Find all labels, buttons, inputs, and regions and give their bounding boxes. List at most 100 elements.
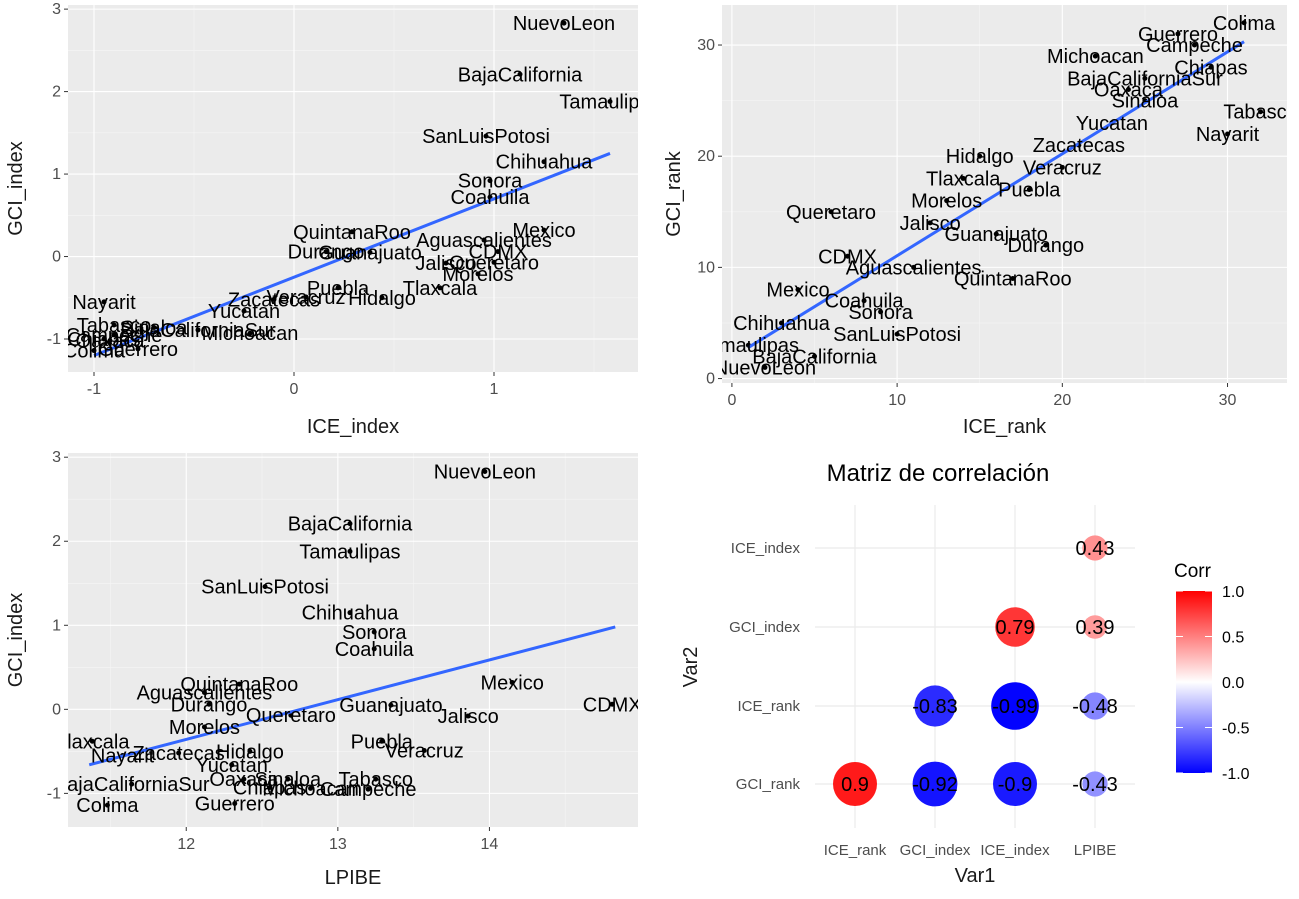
y-tick-label: 1 [52,617,61,634]
point-label: CDMX [583,694,642,716]
x-tick-label: 13 [329,836,347,853]
point-label: BajaCalifornia [752,346,877,368]
point-label: Tlaxcala [403,278,478,300]
x-tick-label: 14 [481,836,499,853]
point-label: Colima [63,341,126,363]
regression-line [747,40,1245,349]
data-point [475,271,481,277]
x-category-label: LPIBE [1074,842,1117,859]
y-axis-title: GCI_index [5,141,27,236]
data-point [247,748,253,754]
correlation-value: 0.79 [996,617,1035,639]
point-label: Tabasco [338,769,413,791]
point-label: Tlaxcala [55,731,130,753]
data-point [323,249,329,255]
point-label: Tabasco [1223,102,1298,124]
scatter-panel-1: -1 0 1 -1 0 1 2 3 NuevoLeon BajaCalifornia Tamauli… [5,1,660,438]
data-point [335,285,341,291]
legend-tick-label: -0.5 [1222,721,1250,738]
point-label: Guerrero [98,339,178,361]
data-point [541,227,547,233]
point-label: Veracruz [267,287,346,309]
point-label: Jalisco [415,253,476,275]
data-point [262,584,268,590]
point-label: Coahuila [335,639,415,661]
point-label: Hidalgo [216,741,284,763]
point-label: Sinaloa [254,769,322,791]
point-label: Guanajuato [945,224,1048,246]
data-point [487,178,493,184]
data-point [894,331,900,337]
data-point [101,336,107,342]
point-label: Morelos [169,717,240,739]
correlation-circle [995,607,1035,647]
legend-tick-label: 1.0 [1222,584,1244,601]
point-label: Morelos [442,264,513,286]
point-label: Guerrero [195,793,275,815]
data-point [347,610,353,616]
data-point [379,295,385,301]
data-point [271,296,277,302]
data-point [1208,64,1214,70]
data-point [977,153,983,159]
y-axis-title: Var2 [680,647,702,688]
point-label: Tamaulipas [559,91,660,113]
point-label: Chiapas [1174,57,1247,79]
point-label: Hidalgo [348,288,416,310]
point-label: SanLuisPotosi [422,126,550,148]
data-point [101,299,107,305]
point-label: Nayarit [91,746,155,768]
correlation-circle [1081,692,1109,720]
x-tick-label: 20 [1053,392,1071,409]
legend-tick-label: 0.5 [1222,630,1244,647]
data-point [288,712,294,718]
point-label: Jalisco [438,706,499,728]
point-label: Michoacan [1047,46,1144,68]
data-point [206,701,212,707]
data-point [482,468,488,474]
point-label: Jalisco [900,213,961,235]
x-tick-label: 10 [888,392,906,409]
data-point [371,646,377,652]
data-point [795,287,801,293]
data-point [201,690,207,696]
point-label: Yucatan [196,755,268,777]
point-label: Puebla [307,278,370,300]
x-category-label: GCI_index [900,842,971,859]
data-point [609,701,615,707]
point-label: Chiapas [233,777,306,799]
data-point [285,776,291,782]
data-point [236,681,242,687]
plot-area: ColimaGuerreroCampecheMichoacanChiapasBa… [722,13,1298,380]
point-label: Aguascalientes [416,230,552,252]
correlation-circle [991,682,1039,730]
data-point [1010,275,1016,281]
point-label: CDMX [818,246,877,268]
point-label: Tlaxcala [926,168,1001,190]
correlation-circle [1082,535,1108,561]
data-point [483,133,489,139]
regression-line [88,625,616,767]
y-category-label: GCI_rank [736,776,801,793]
x-tick-label: 1 [490,381,499,398]
panel-background [68,5,638,372]
x-tick-label: 0 [290,381,299,398]
y-tick-label: 30 [697,37,715,54]
data-point [845,253,851,259]
scatter-panel-3: 12 13 14-10123NuevoLeonBajaCaliforniaTamau… [5,449,642,889]
correlation-circle [914,685,956,727]
correlation-circle [1082,771,1108,797]
data-point [151,324,157,330]
point-label: Chiapas [67,329,140,351]
x-category-label: ICE_rank [824,842,887,859]
point-label: Michoacan [262,778,359,800]
data-point [1258,109,1264,115]
point-label: BajaCaliforniaSur [120,320,276,342]
data-point [1225,131,1231,137]
data-point [347,548,353,554]
point-label: Tamaulipas [299,541,400,563]
point-label: Veracruz [385,741,464,763]
correlation-value: -0.83 [912,696,958,718]
x-tick-label: 0 [727,392,736,409]
data-point [111,332,117,338]
